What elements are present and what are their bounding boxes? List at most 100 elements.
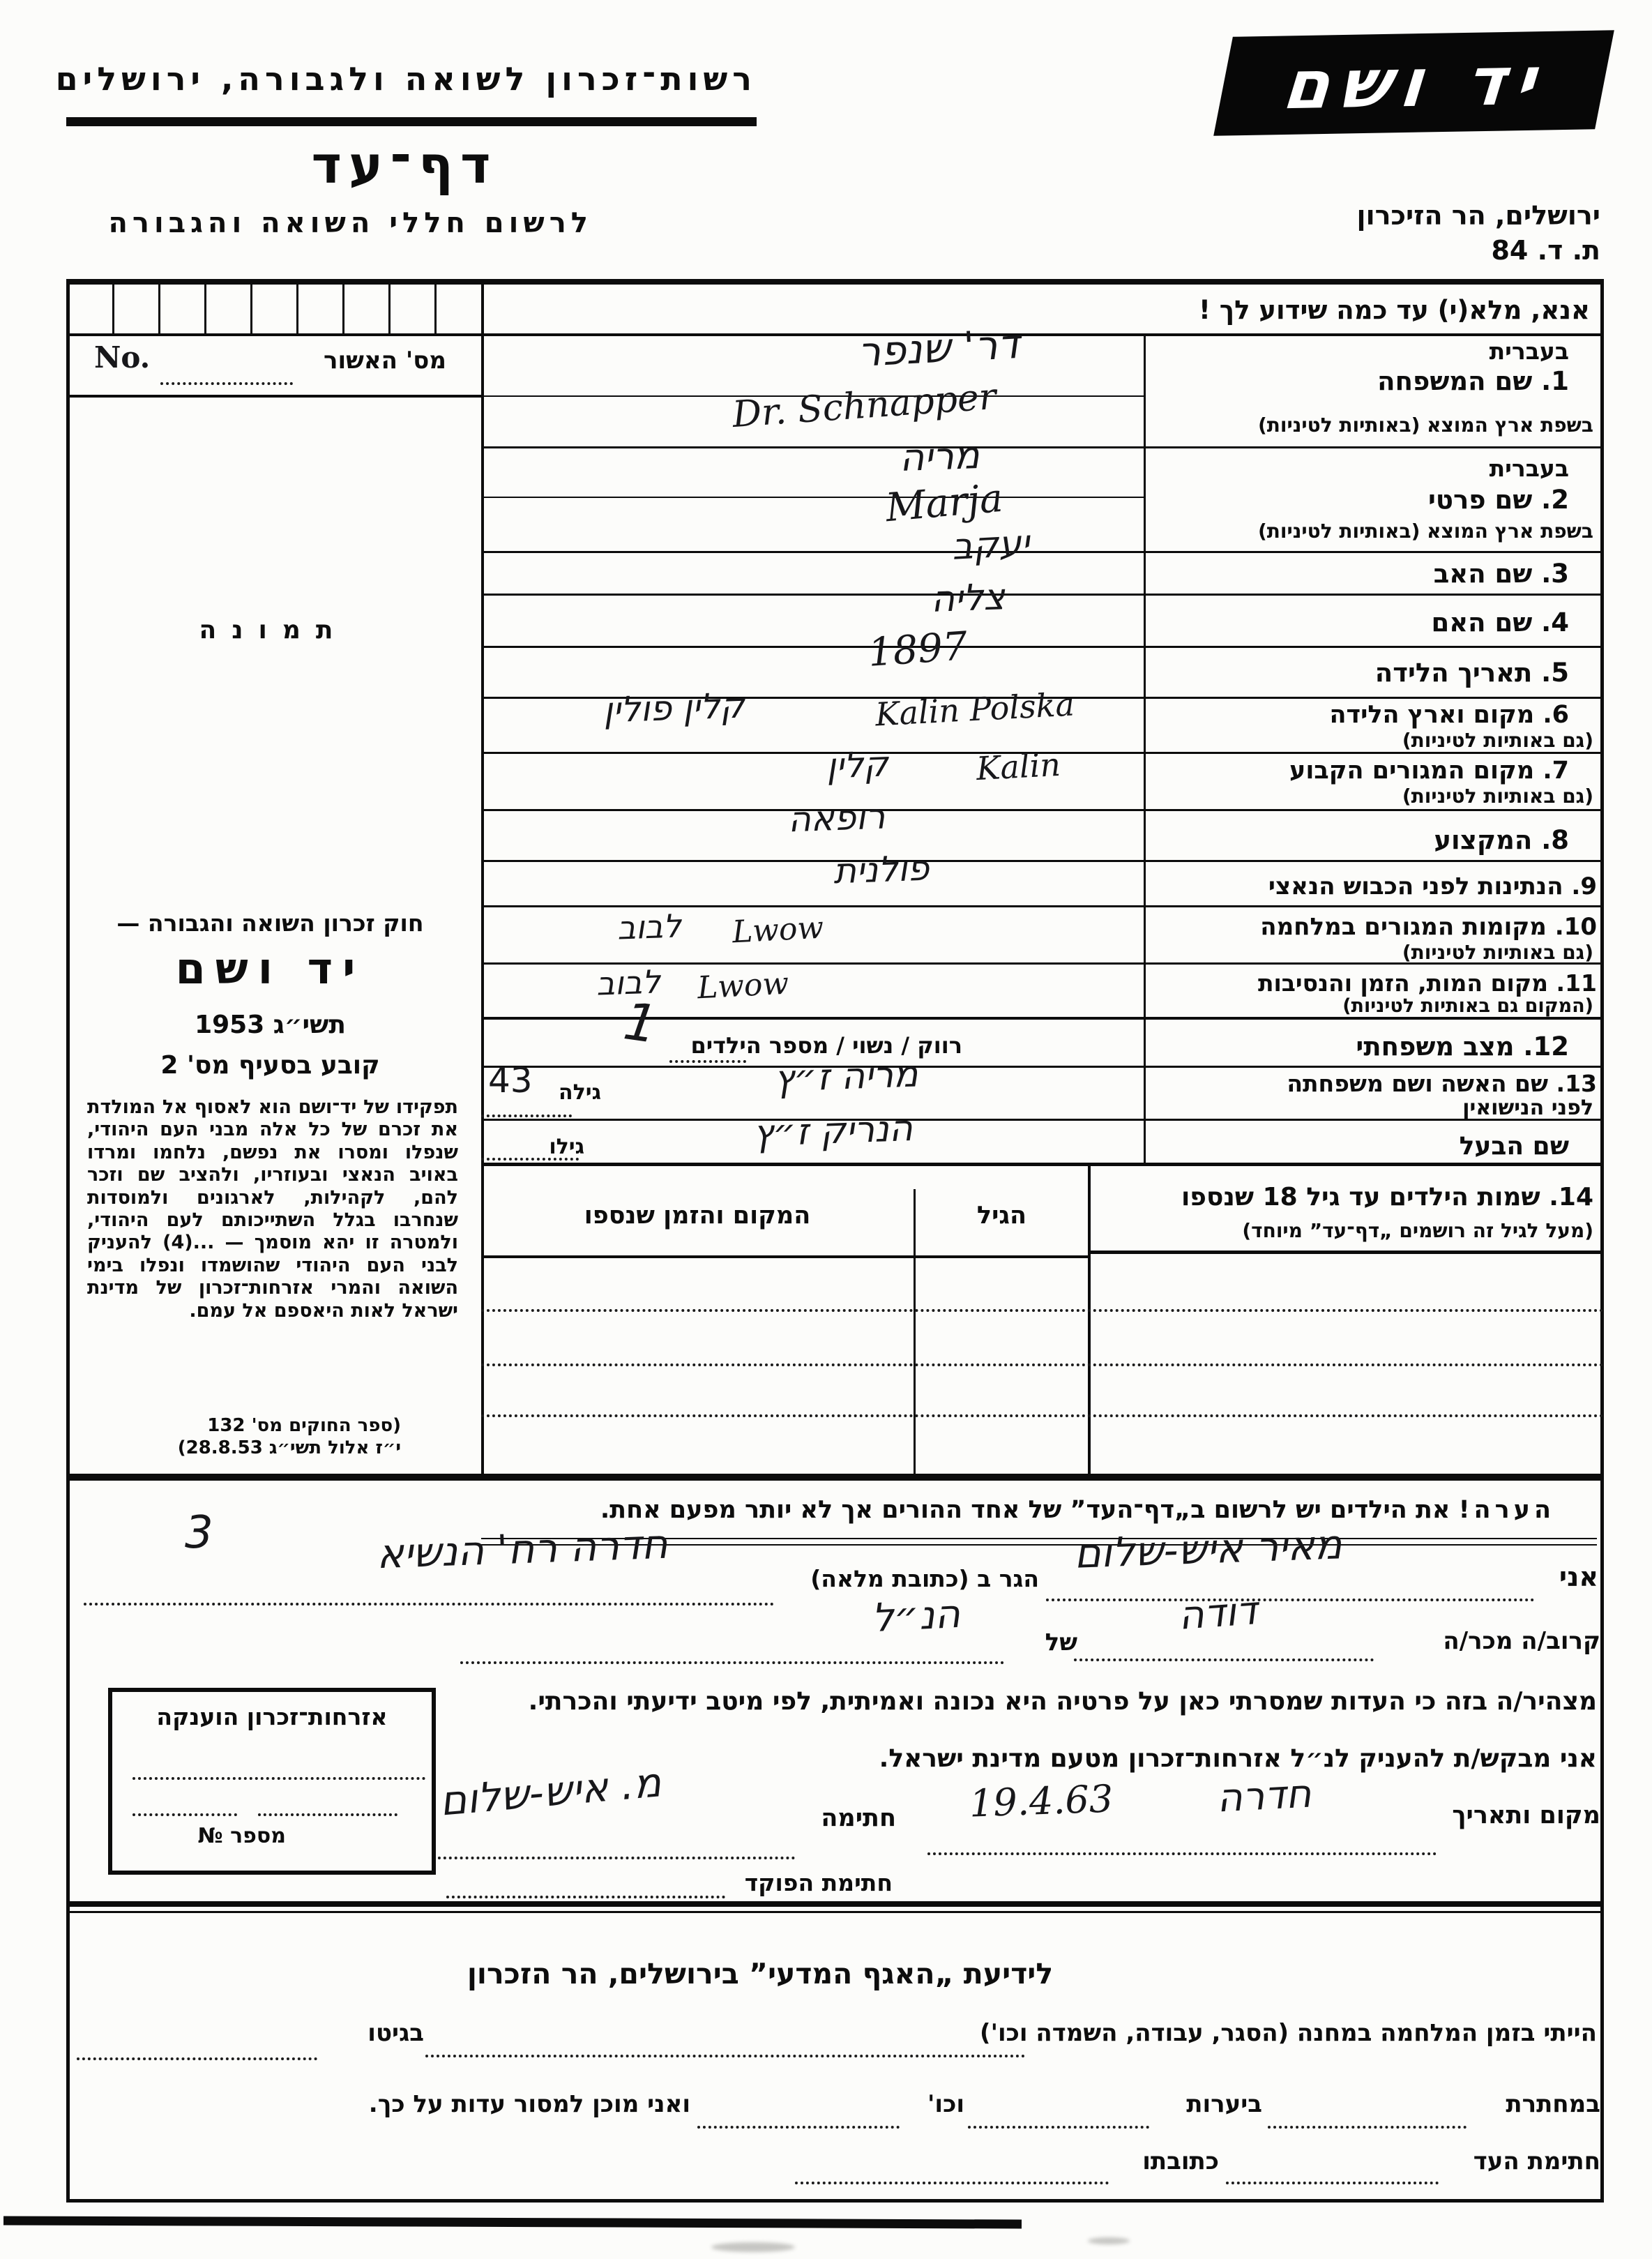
surname-hebrew-handwriting: דר' שנפר <box>856 319 1021 377</box>
field-boundary <box>481 752 1604 754</box>
witness-address-line <box>84 1603 774 1606</box>
firstname-latin-handwriting: Marja <box>884 475 1005 531</box>
scan-smudge <box>1088 2237 1130 2244</box>
field-boundary <box>481 1017 1604 1020</box>
ghetto-line <box>77 2057 317 2060</box>
field12-label: 12. מצב משפחתי <box>1356 1032 1569 1061</box>
rule <box>481 1538 1597 1539</box>
field13-label: 13. שם האשה ושם משפחתה <box>1287 1070 1597 1097</box>
law-reference-1: (ספר החוקים מס' 132 <box>207 1415 401 1436</box>
answer-line <box>481 497 1144 498</box>
strip-divider <box>296 282 298 333</box>
signature-line <box>432 1857 795 1859</box>
witness-address-handwriting: חדרה רח' הנשיא <box>375 1520 669 1578</box>
etc-label: וכו' <box>927 2090 964 2118</box>
field10-label: 10. מקומות המגורים במלחמה <box>1260 913 1597 941</box>
citizenship-handwriting: פולנית <box>833 847 930 892</box>
residence-latin-handwriting: Kalin <box>975 745 1062 788</box>
date-handwriting: 19.4.63 <box>968 1776 1114 1826</box>
witness-signature-bottom-label: חתימת העד <box>1473 2147 1600 2175</box>
field6-label: 6. מקום וארץ הלידה <box>1329 701 1569 729</box>
citizenship-line <box>132 1777 425 1780</box>
address-line1: ירושלים, הר הזיכרון <box>1356 200 1600 231</box>
table-header-underline <box>481 1255 1088 1258</box>
approval-number-line <box>160 382 293 385</box>
field2-label: 2. שם פרטי <box>1427 485 1569 515</box>
marital-status-options: רווק / נשוי / מספר הילדים <box>690 1032 962 1059</box>
strip-divider <box>204 282 206 333</box>
photo-placeholder-label: תמונה <box>199 616 349 644</box>
field1-sublabel: בשפת ארץ המוצא (באותיות לטיניות) <box>1257 414 1593 437</box>
wife-age-label: גילה <box>559 1080 601 1105</box>
citizenship-line <box>132 1813 237 1816</box>
death-place-latin-handwriting: Lwow <box>696 965 790 1006</box>
bottom-section-rule <box>66 1901 1604 1907</box>
law-year: תשי״ג 1953 <box>195 1011 346 1039</box>
underground-label: במחתרת <box>1506 2090 1600 2118</box>
birthplace-hebrew-handwriting: קלין פולין <box>603 685 745 731</box>
field-boundary <box>481 551 1604 553</box>
witness-relation-handwriting: דודה <box>1176 1588 1259 1639</box>
war-residence-latin-handwriting: Lwow <box>731 909 825 951</box>
children-age-column-header: הגיל <box>976 1202 1027 1230</box>
underground-line <box>1268 2126 1467 2129</box>
age-column-divider <box>914 1189 916 1474</box>
camps-line <box>425 2055 1025 2057</box>
witness-of-line <box>460 1661 1004 1664</box>
field1-label: 1. שם המשפחה <box>1377 366 1569 396</box>
witness-address-bottom-label: כתובתו <box>1142 2147 1219 2175</box>
field-boundary-heavy <box>481 1163 1604 1166</box>
witness-i-label: אני <box>1559 1562 1598 1592</box>
children-table-row-line <box>481 1414 1604 1417</box>
children-place-column-header: המקום והזמן שנספו <box>584 1202 811 1230</box>
field-boundary <box>481 646 1604 648</box>
field11-label: 11. מקום המות, הזמן והנסיבות <box>1257 969 1597 997</box>
witness-request: אני מבקש/ת להעניק לנ״ל אזרחות־זכרון מטעם… <box>879 1744 1597 1773</box>
firstname-hebrew-handwriting: מריה <box>898 433 980 480</box>
field11-sublabel: (המקום גם באותיות לטיניות) <box>1342 995 1593 1017</box>
children-count-line <box>669 1060 746 1063</box>
birthplace-latin-handwriting: Kalin Polska <box>874 685 1076 734</box>
strip-divider <box>250 282 252 333</box>
birth-year-handwriting: 1897 <box>866 624 969 676</box>
rule <box>481 1544 1597 1546</box>
field6-sublabel: (גם באותיות לטיניות) <box>1402 729 1593 752</box>
camps-label: הייתי בזמן המלחמה במחנה (הסגר, עבודה, הש… <box>980 2019 1597 2047</box>
field-boundary <box>481 905 1604 907</box>
field14-sublabel: (מעל לגיל זה רושמים „דף־עד” מיוחד) <box>1242 1219 1593 1242</box>
field-boundary <box>481 1119 1604 1121</box>
forests-line <box>968 2126 1149 2129</box>
witness-relation-line <box>1074 1659 1374 1661</box>
field14-label-underline <box>1088 1251 1604 1254</box>
approval-number-latin: No. <box>94 340 151 375</box>
children-table-row-line <box>481 1309 1604 1312</box>
rule <box>66 333 1604 336</box>
witness-address-bottom-line <box>795 2182 1109 2184</box>
witness-name-line <box>1046 1599 1534 1601</box>
age-answer-line <box>481 1115 572 1117</box>
field7-label: 7. מקום המגורים הקבוע <box>1289 757 1569 785</box>
field10-sublabel: (גם באותיות לטיניות) <box>1402 941 1593 964</box>
wife-name-handwriting: מריה ז״ץ <box>773 1053 919 1101</box>
citizenship-line <box>258 1813 397 1816</box>
strip-divider <box>158 282 160 333</box>
field14-label-divider <box>1088 1163 1091 1474</box>
field7-sublabel: (גם באותיות לטיניות) <box>1402 785 1593 808</box>
strip-divider <box>434 282 437 333</box>
etc-line <box>697 2126 900 2129</box>
field1-hebrew-tag: בעברית <box>1489 338 1569 365</box>
field4-label: 4. שם האם <box>1431 607 1569 637</box>
strip-divider <box>342 282 344 333</box>
law-reference-2: י״ז אלול תשי״ג 28.8.53) <box>177 1437 401 1458</box>
testify-label: ואני מוכן למסור עדות על כך. <box>368 2090 690 2118</box>
note-line: הערה! את הילדים יש לרשום ב„דף־העד” של אח… <box>488 1496 1555 1524</box>
clerk-signature-line <box>446 1896 725 1898</box>
place-date-line <box>927 1852 1437 1855</box>
wife-age-handwriting: 43 <box>488 1060 533 1101</box>
field-boundary <box>481 962 1604 965</box>
place-date-label: מקום ותאריך <box>1452 1801 1600 1829</box>
org-title: רשות־זכרון לשואה ולגבורה, ירושלים <box>55 60 757 98</box>
residence-hebrew-handwriting: קלין <box>826 743 889 787</box>
scan-artifact-bar <box>3 2216 1022 2229</box>
